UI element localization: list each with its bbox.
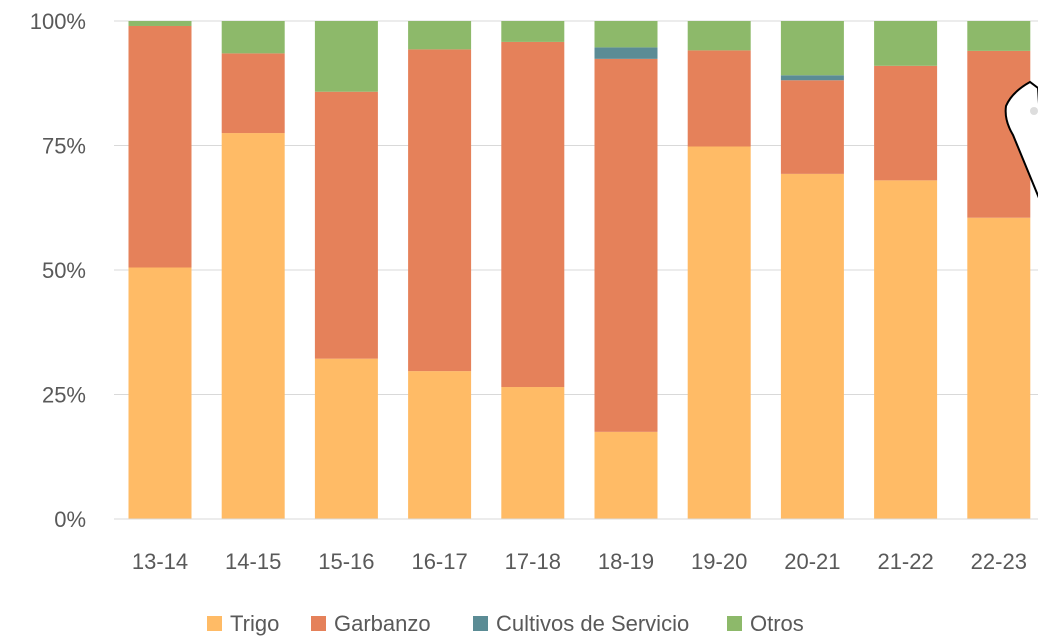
bar-segment-garbanzo: [874, 65, 938, 181]
bar-stack-21-22: [874, 21, 938, 520]
bar-segment-cultivos-de-servicio: [780, 75, 844, 81]
legend-item: Cultivos de Servicio: [473, 611, 689, 636]
x-axis-tick-labels: 13-14 14-15 15-16 16-17 17-18 18-19 19-20 20-21…: [132, 549, 1027, 574]
x-tick-label: 19-20: [691, 549, 747, 574]
bar-stack-18-19: [594, 21, 658, 519]
bar-segment-otros: [314, 21, 378, 92]
bar-stacks: [128, 21, 1031, 520]
x-tick-label: 17-18: [505, 549, 561, 574]
bar-segment-trigo: [687, 146, 751, 519]
speech-bubble-callout: [1004, 80, 1038, 199]
bar-segment-cultivos-de-servicio: [594, 47, 658, 59]
bar-segment-trigo: [874, 180, 938, 520]
y-axis-tick-labels: 0% 25% 50% 75% 100%: [30, 9, 86, 532]
bar-segment-otros: [501, 21, 565, 42]
bar-segment-garbanzo: [314, 91, 378, 359]
bar-segment-trigo: [501, 387, 565, 519]
bar-stack-20-21: [780, 21, 844, 520]
bar-stack-19-20: [687, 21, 751, 519]
bar-segment-otros: [594, 21, 658, 48]
bar-segment-trigo: [780, 173, 844, 520]
bar-segment-trigo: [967, 217, 1031, 519]
x-tick-label: 21-22: [877, 549, 933, 574]
y-tick-label: 25%: [42, 383, 86, 408]
x-tick-label: 20-21: [784, 549, 840, 574]
bar-segment-garbanzo: [221, 53, 285, 134]
legend-item: Otros: [727, 611, 804, 636]
legend-label: Garbanzo: [334, 611, 431, 636]
bar-segment-garbanzo: [687, 50, 751, 147]
legend-label: Cultivos de Servicio: [496, 611, 689, 636]
bar-segment-garbanzo: [501, 41, 565, 388]
legend-swatch: [473, 616, 488, 631]
legend-swatch: [727, 616, 742, 631]
bar-segment-trigo: [314, 358, 378, 519]
bar-stack-17-18: [501, 21, 565, 519]
bar-segment-otros: [408, 21, 472, 50]
bar-segment-otros: [128, 21, 192, 26]
bar-stack-13-14: [128, 21, 192, 519]
bar-stack-16-17: [408, 21, 472, 519]
y-tick-label: 100%: [30, 9, 86, 34]
y-tick-label: 75%: [42, 134, 86, 159]
bar-segment-trigo: [221, 133, 285, 520]
bar-segment-trigo: [408, 371, 472, 519]
bar-stack-14-15: [221, 21, 285, 520]
x-tick-label: 22-23: [971, 549, 1027, 574]
bar-segment-trigo: [128, 267, 192, 519]
bar-segment-otros: [221, 21, 285, 54]
y-tick-label: 0%: [54, 507, 86, 532]
x-tick-label: 14-15: [225, 549, 281, 574]
callout-dot: [1030, 107, 1038, 115]
bar-segment-garbanzo: [128, 25, 192, 268]
bar-segment-garbanzo: [594, 58, 658, 432]
bar-segment-garbanzo: [780, 80, 844, 174]
x-tick-label: 16-17: [411, 549, 467, 574]
legend-label: Otros: [750, 611, 804, 636]
bar-stack-15-16: [314, 21, 378, 519]
x-tick-label: 15-16: [318, 549, 374, 574]
legend-item: Trigo: [207, 611, 279, 636]
bar-segment-garbanzo: [408, 49, 472, 372]
legend: Trigo Garbanzo Cultivos de Servicio Otros: [207, 611, 804, 636]
y-tick-label: 50%: [42, 258, 86, 283]
bar-segment-otros: [780, 21, 844, 76]
legend-label: Trigo: [230, 611, 279, 636]
bar-segment-otros: [967, 21, 1031, 51]
bar-stack-22-23: [967, 21, 1031, 519]
bar-segment-otros: [687, 21, 751, 51]
x-tick-label: 13-14: [132, 549, 188, 574]
legend-swatch: [207, 616, 222, 631]
x-tick-label: 18-19: [598, 549, 654, 574]
callout-shape: [1004, 80, 1038, 199]
legend-item: Garbanzo: [311, 611, 431, 636]
legend-swatch: [311, 616, 326, 631]
bar-segment-trigo: [594, 431, 658, 519]
bar-segment-otros: [874, 21, 938, 66]
